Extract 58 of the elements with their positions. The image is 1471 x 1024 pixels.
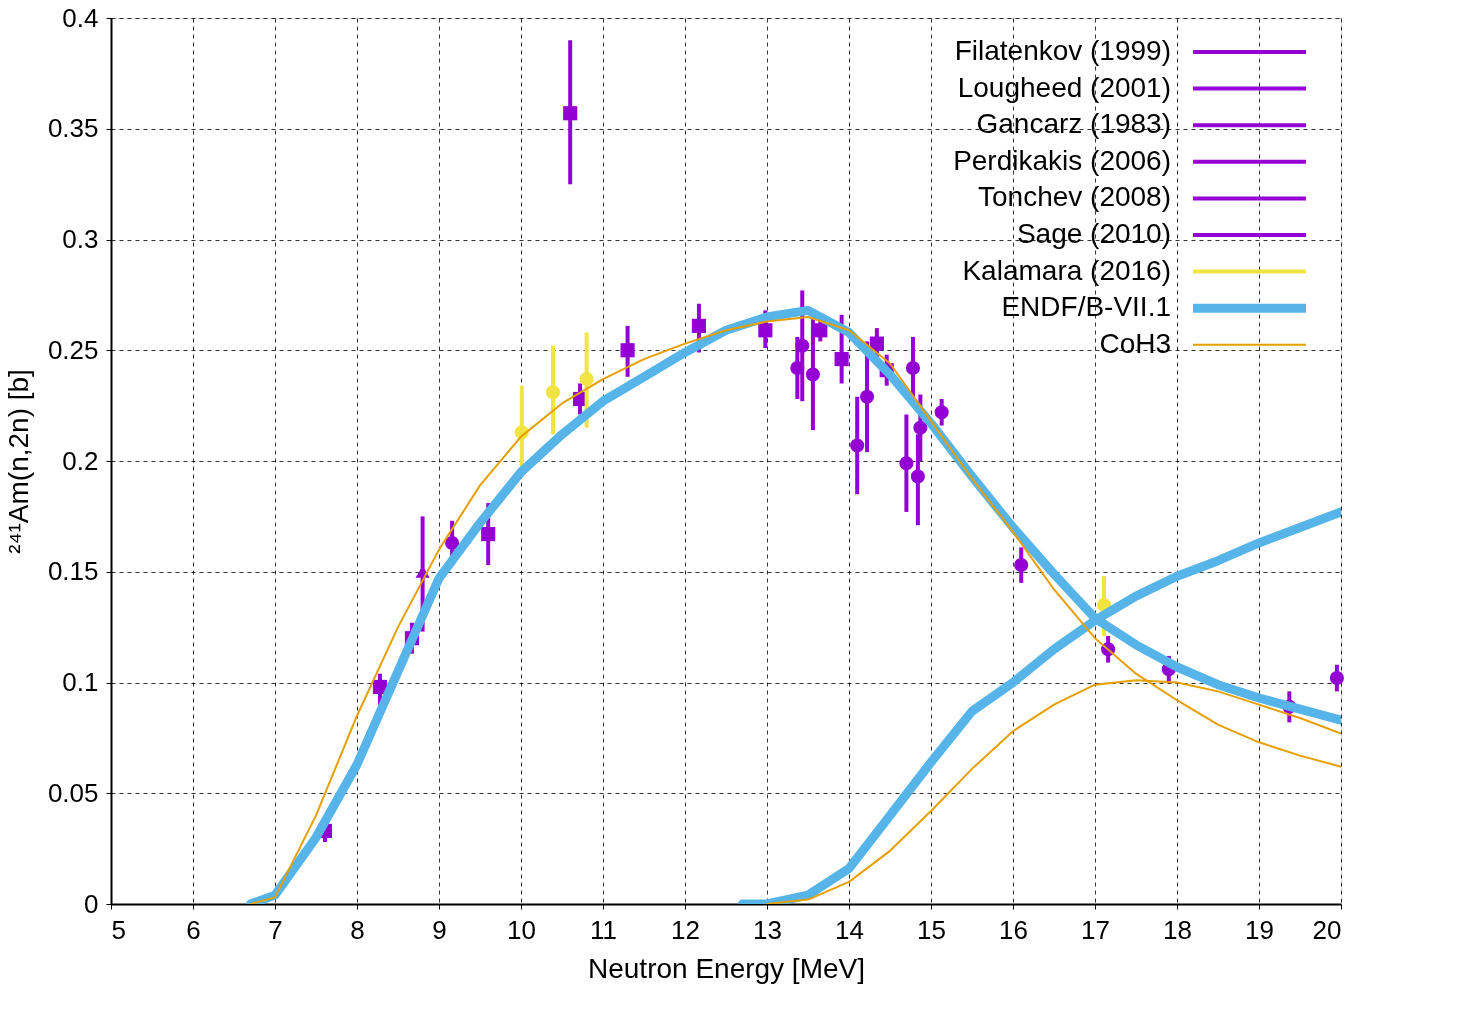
y-tick-label: 0.05 <box>47 777 99 808</box>
y-tick-label: 0.35 <box>47 113 99 144</box>
y-tick-label: 0.4 <box>62 2 99 33</box>
point <box>790 360 805 376</box>
point <box>813 323 828 338</box>
y-tick-label: 0.2 <box>62 445 99 476</box>
point <box>834 352 849 367</box>
legend-label: Kalamara (2016) <box>962 254 1171 286</box>
legend-label: ENDF/B-VII.1 <box>1001 291 1171 323</box>
x-tick-label: 6 <box>186 914 201 945</box>
point <box>850 438 865 453</box>
point <box>579 371 594 387</box>
x-tick-label: 11 <box>590 914 617 945</box>
legend-label: Lougheed (2001) <box>957 71 1171 103</box>
point <box>934 405 949 420</box>
x-tick-label: 19 <box>1245 914 1274 945</box>
y-tick-label: 0.25 <box>47 334 99 365</box>
x-tick-label: 20 <box>1312 914 1342 945</box>
x-tick-label: 5 <box>111 914 126 945</box>
y-tick-label: 0.1 <box>62 667 99 697</box>
x-tick-label: 16 <box>999 914 1028 945</box>
y-tick-label: 0 <box>84 888 99 919</box>
x-tick-label: 17 <box>1081 914 1110 945</box>
point <box>545 385 561 400</box>
x-tick-label: 10 <box>507 914 536 945</box>
point <box>859 389 875 404</box>
legend-label: Tonchev (2008) <box>977 181 1171 213</box>
point <box>869 336 884 351</box>
point <box>913 420 928 435</box>
x-tick-label: 9 <box>432 914 447 945</box>
legend-label: Perdikakis (2006) <box>953 144 1171 176</box>
point <box>1329 671 1344 686</box>
y-tick-label: 0.15 <box>47 556 99 587</box>
x-axis-title: Neutron Energy [MeV] <box>587 952 866 984</box>
point <box>563 106 578 121</box>
legend-label: Gancarz (1983) <box>976 108 1171 140</box>
point <box>445 535 460 551</box>
legend-label: Sage (2010) <box>1016 218 1171 249</box>
x-tick-label: 12 <box>671 914 700 945</box>
x-tick-label: 18 <box>1163 914 1192 945</box>
point <box>910 469 925 484</box>
point <box>805 367 820 382</box>
x-tick-label: 15 <box>917 914 946 945</box>
x-tick-label: 14 <box>835 914 864 945</box>
x-tick-label: 13 <box>753 914 782 945</box>
y-tick-label: 0.3 <box>62 224 99 254</box>
point <box>758 323 773 338</box>
point <box>620 343 635 358</box>
x-tick-label: 7 <box>268 914 283 945</box>
y-axis-title: ²⁴¹Am(n,2n) [b] <box>2 369 34 554</box>
legend-label: Filatenkov (1999) <box>954 35 1171 66</box>
point <box>905 360 921 376</box>
point <box>481 527 496 542</box>
point <box>899 456 914 471</box>
x-tick-label: 8 <box>350 914 365 945</box>
legend-label: CoH3 <box>1099 327 1171 359</box>
point <box>1014 558 1029 573</box>
point <box>691 318 707 333</box>
